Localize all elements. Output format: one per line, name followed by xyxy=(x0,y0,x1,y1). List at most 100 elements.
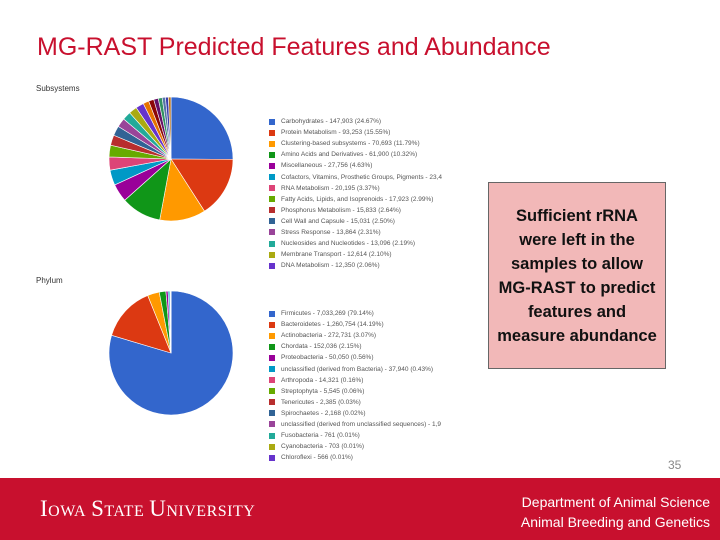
legend-label: Nucleosides and Nucleotides - 13,096 (2.… xyxy=(281,240,416,248)
page-number: 35 xyxy=(668,458,682,472)
phylum-chart-title: Phylum xyxy=(36,276,63,285)
legend-label: RNA Metabolism - 20,195 (3.37%) xyxy=(281,184,380,192)
legend-item-amino-acids-and-derivatives: Amino Acids and Derivatives - 61,900 (10… xyxy=(269,149,479,160)
legend-label: Chloroflexi - 566 (0.01%) xyxy=(281,454,353,462)
w-i: I xyxy=(40,496,48,521)
legend-swatch xyxy=(269,185,275,192)
legend-swatch xyxy=(269,162,275,169)
phylum-pie xyxy=(108,290,234,416)
legend-swatch xyxy=(269,118,275,125)
w-niversity: NIVERSITY xyxy=(166,503,255,520)
legend-item-membrane-transport: Membrane Transport - 12,614 (2.10%) xyxy=(269,249,479,260)
slide-title: MG-RAST Predicted Features and Abundance xyxy=(37,33,551,61)
callout-text: Sufficient rRNA were left in the samples… xyxy=(497,206,657,345)
legend-label: Spirochaetes - 2,168 (0.02%) xyxy=(281,409,366,417)
legend-item-nucleosides-and-nucleotides: Nucleosides and Nucleotides - 13,096 (2.… xyxy=(269,238,479,249)
subsystems-chart-title: Subsystems xyxy=(36,84,80,93)
wordmark: IOWA STATE UNIVERSITY xyxy=(40,496,255,521)
legend-swatch xyxy=(269,343,275,350)
legend-label: Arthropoda - 14,321 (0.16%) xyxy=(281,376,364,384)
w-u: U xyxy=(149,496,166,521)
legend-label: Streptophyta - 5,545 (0.06%) xyxy=(281,387,365,395)
legend-label: Cyanobacteria - 703 (0.01%) xyxy=(281,443,365,451)
department-line-1: Department of Animal Science xyxy=(521,494,710,510)
legend-swatch xyxy=(269,151,275,158)
legend-item-chloroflexi: Chloroflexi - 566 (0.01%) xyxy=(269,452,479,463)
legend-item-unclassified-derived-from-unclassified-sequences: unclassified (derived from unclassified … xyxy=(269,419,479,430)
department-block: Department of Animal Science Animal Bree… xyxy=(490,492,710,532)
phylum-legend: Firmicutes - 7,033,269 (79.14%) Bacteroid… xyxy=(269,308,479,463)
legend-swatch xyxy=(269,421,275,428)
pie-slice-carbohydrates xyxy=(170,96,234,160)
legend-label: Fatty Acids, Lipids, and Isoprenoids - 1… xyxy=(281,195,434,203)
legend-swatch xyxy=(269,196,275,203)
legend-label: unclassified (derived from Bacteria) - 3… xyxy=(281,365,434,373)
pie-slice-bacteroidetes xyxy=(111,295,172,354)
legend-label: Clustering-based subsystems - 70,693 (11… xyxy=(281,140,420,148)
legend-swatch xyxy=(269,432,275,439)
legend-item-chordata: Chordata - 152,036 (2.15%) xyxy=(269,341,479,352)
subsystems-pie xyxy=(108,96,234,222)
legend-item-miscellaneous: Miscellaneous - 27,756 (4.63%) xyxy=(269,160,479,171)
legend-swatch xyxy=(269,366,275,373)
legend-label: Fusobacteria - 761 (0.01%) xyxy=(281,432,360,440)
legend-label: Proteobacteria - 50,050 (0.56%) xyxy=(281,354,374,362)
legend-label: Carbohydrates - 147,903 (24.67%) xyxy=(281,118,382,126)
legend-label: Tenericutes - 2,385 (0.03%) xyxy=(281,398,361,406)
legend-item-fusobacteria: Fusobacteria - 761 (0.01%) xyxy=(269,430,479,441)
legend-swatch xyxy=(269,140,275,147)
legend-swatch xyxy=(269,207,275,214)
w-s: S xyxy=(91,496,104,521)
legend-label: Protein Metabolism - 93,253 (15.55%) xyxy=(281,129,391,137)
legend-label: Stress Response - 13,864 (2.31%) xyxy=(281,228,381,236)
legend-swatch xyxy=(269,354,275,361)
legend-item-cell-wall-and-capsule: Cell Wall and Capsule - 15,031 (2.50%) xyxy=(269,216,479,227)
legend-swatch xyxy=(269,321,275,328)
legend-label: DNA Metabolism - 12,350 (2.06%) xyxy=(281,262,380,270)
legend-item-protein-metabolism: Protein Metabolism - 93,253 (15.55%) xyxy=(269,127,479,138)
legend-swatch xyxy=(269,410,275,417)
legend-label: Amino Acids and Derivatives - 61,900 (10… xyxy=(281,151,418,159)
legend-item-carbohydrates: Carbohydrates - 147,903 (24.67%) xyxy=(269,116,479,127)
legend-swatch xyxy=(269,377,275,384)
legend-item-spirochaetes: Spirochaetes - 2,168 (0.02%) xyxy=(269,408,479,419)
legend-swatch xyxy=(269,310,275,317)
legend-swatch xyxy=(269,388,275,395)
legend-swatch xyxy=(269,129,275,136)
w-tate: TATE xyxy=(104,503,144,520)
legend-item-streptophyta: Streptophyta - 5,545 (0.06%) xyxy=(269,386,479,397)
legend-label: Actinobacteria - 272,731 (3.07%) xyxy=(281,332,377,340)
legend-swatch xyxy=(269,399,275,406)
legend-item-unclassified-derived-from-bacteria: unclassified (derived from Bacteria) - 3… xyxy=(269,363,479,374)
legend-item-bacteroidetes: Bacteroidetes - 1,260,754 (14.19%) xyxy=(269,319,479,330)
legend-label: Bacteroidetes - 1,260,754 (14.19%) xyxy=(281,321,384,329)
legend-label: Chordata - 152,036 (2.15%) xyxy=(281,343,362,351)
pie-slice-other-7 xyxy=(168,96,172,160)
legend-item-rna-metabolism: RNA Metabolism - 20,195 (3.37%) xyxy=(269,183,479,194)
w-owa: OWA xyxy=(48,503,86,520)
legend-label: Phosphorus Metabolism - 15,833 (2.64%) xyxy=(281,206,401,214)
callout-box: Sufficient rRNA were left in the samples… xyxy=(488,182,666,369)
subsystems-legend: Carbohydrates - 147,903 (24.67%) Protein … xyxy=(269,116,479,271)
legend-item-firmicutes: Firmicutes - 7,033,269 (79.14%) xyxy=(269,308,479,319)
legend-item-clustering-based-subsystems: Clustering-based subsystems - 70,693 (11… xyxy=(269,138,479,149)
legend-item-actinobacteria: Actinobacteria - 272,731 (3.07%) xyxy=(269,330,479,341)
legend-swatch xyxy=(269,240,275,247)
legend-label: unclassified (derived from unclassified … xyxy=(281,420,442,428)
legend-label: Membrane Transport - 12,614 (2.10%) xyxy=(281,251,392,259)
legend-swatch xyxy=(269,332,275,339)
legend-swatch xyxy=(269,443,275,450)
legend-swatch xyxy=(269,218,275,225)
legend-swatch xyxy=(269,229,275,236)
legend-item-arthropoda: Arthropoda - 14,321 (0.16%) xyxy=(269,375,479,386)
wordmark-text: IOWA STATE UNIVERSITY xyxy=(40,496,255,521)
pie-slice-protein-metabolism xyxy=(170,158,234,212)
legend-swatch xyxy=(269,174,275,181)
legend-item-proteobacteria: Proteobacteria - 50,050 (0.56%) xyxy=(269,352,479,363)
legend-label: Cell Wall and Capsule - 15,031 (2.50%) xyxy=(281,217,395,225)
footer-bar: IOWA STATE UNIVERSITY Department of Animal… xyxy=(0,478,720,540)
legend-label: Firmicutes - 7,033,269 (79.14%) xyxy=(281,310,374,318)
mgrast-figure: Subsystems Carbohydrates - 147,903 (24.6… xyxy=(36,82,486,467)
legend-item-dna-metabolism: DNA Metabolism - 12,350 (2.06%) xyxy=(269,260,479,271)
legend-swatch xyxy=(269,251,275,258)
